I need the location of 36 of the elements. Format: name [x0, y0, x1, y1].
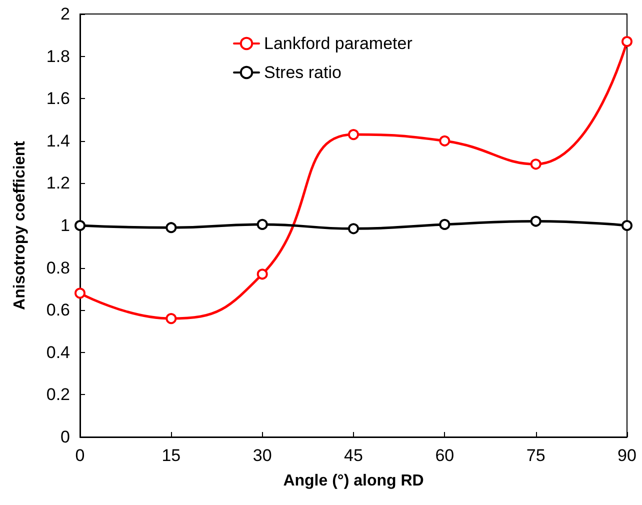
- point: [74, 288, 86, 299]
- y-tick-label: 1.6: [46, 89, 70, 108]
- point: [622, 36, 632, 47]
- x-tick-label: 60: [435, 446, 454, 465]
- x-tick-label: 15: [162, 446, 181, 465]
- y-tick-label: 0.8: [46, 258, 70, 278]
- y-tick-label: 1.4: [46, 131, 70, 150]
- point: [166, 313, 177, 324]
- point: [348, 223, 359, 234]
- x-axis-title: Angle (°) along RD: [283, 472, 424, 490]
- y-axis-title: Anisotropy coefficient: [12, 140, 28, 310]
- y-tick-label: 2: [60, 4, 70, 24]
- point: [622, 220, 632, 231]
- point: [166, 222, 177, 234]
- y-tick-label: 0.4: [46, 342, 70, 362]
- point: [348, 129, 359, 140]
- point: [439, 135, 450, 146]
- x-tick-label: 30: [252, 446, 272, 465]
- point: [256, 268, 268, 280]
- legend-label: Lankford parameter: [264, 34, 413, 53]
- x-tick-label: 0: [75, 446, 85, 465]
- y-tick-label: 0.2: [46, 385, 70, 404]
- legend-label: Stres ratio: [264, 63, 342, 82]
- point: [530, 158, 542, 170]
- y-tick-label: 1.8: [46, 46, 70, 66]
- x-tick-label: 75: [526, 446, 546, 465]
- x-tick-label: 90: [618, 446, 636, 465]
- y-tick-label: 1.2: [46, 174, 70, 193]
- y-tick-label: 0: [60, 428, 70, 446]
- x-tick-label: 45: [344, 446, 363, 465]
- y-tick-label: 0.6: [46, 300, 70, 320]
- point: [530, 216, 542, 227]
- y-tick-label: 1: [60, 216, 70, 235]
- point: [74, 220, 86, 231]
- point: [439, 218, 450, 230]
- point: [256, 218, 268, 230]
